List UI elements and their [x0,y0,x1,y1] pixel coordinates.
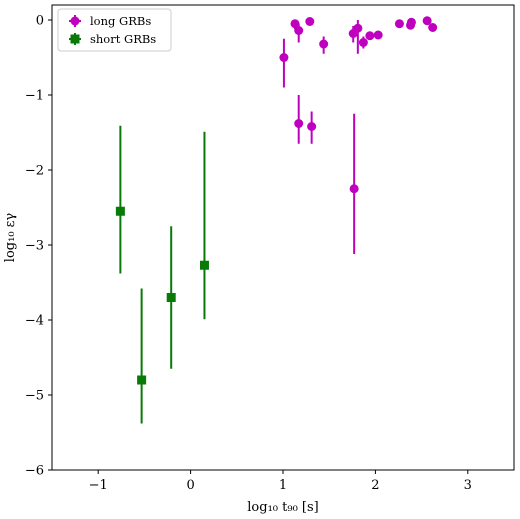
axis-ticks: −1 0 1 2 3 −6 −5 −4 −3 −2 −1 0 [25,14,472,494]
y-axis-label: log₁₀ εγ [3,213,18,263]
data-point [199,260,209,270]
data-point [349,184,359,194]
x-tick-label: 2 [371,478,379,493]
data-point [428,23,438,32]
data-point [353,23,363,33]
x-tick-label: 3 [464,478,472,493]
legend: long GRBs short GRBs [57,8,172,52]
x-axis-label: log₁₀ t₉₀ [s] [247,500,318,515]
data-point [319,39,329,49]
y-tick-label: −6 [25,464,44,479]
data-point [294,26,304,35]
y-tick-label: −3 [25,239,44,254]
series-short-grbs [115,125,209,424]
x-tick-label: 0 [186,478,194,493]
y-tick-label: −2 [25,164,44,179]
data-point [115,206,125,216]
legend-marker [70,34,80,44]
data-point [365,31,375,41]
y-tick-label: −5 [25,389,44,404]
plot-area [115,16,438,424]
y-tick-label: −4 [25,314,44,329]
x-tick-label: −1 [89,478,108,493]
data-point [290,19,300,29]
legend-label: long GRBs [90,14,151,28]
y-tick-label: −1 [25,89,44,104]
data-point [294,119,304,128]
data-point [358,38,368,47]
data-point [137,375,147,385]
legend-label: short GRBs [90,32,156,46]
x-tick-label: 1 [279,478,287,493]
data-point [406,17,416,27]
data-point [307,122,317,131]
data-point [305,17,315,26]
data-point [422,16,432,26]
legend-box [57,8,172,52]
data-point [394,19,404,29]
data-point [373,30,383,40]
y-tick-label: 0 [36,14,44,29]
data-point [279,53,289,62]
legend-marker [70,16,80,26]
series-long-grbs [279,16,438,254]
data-point [166,293,176,302]
